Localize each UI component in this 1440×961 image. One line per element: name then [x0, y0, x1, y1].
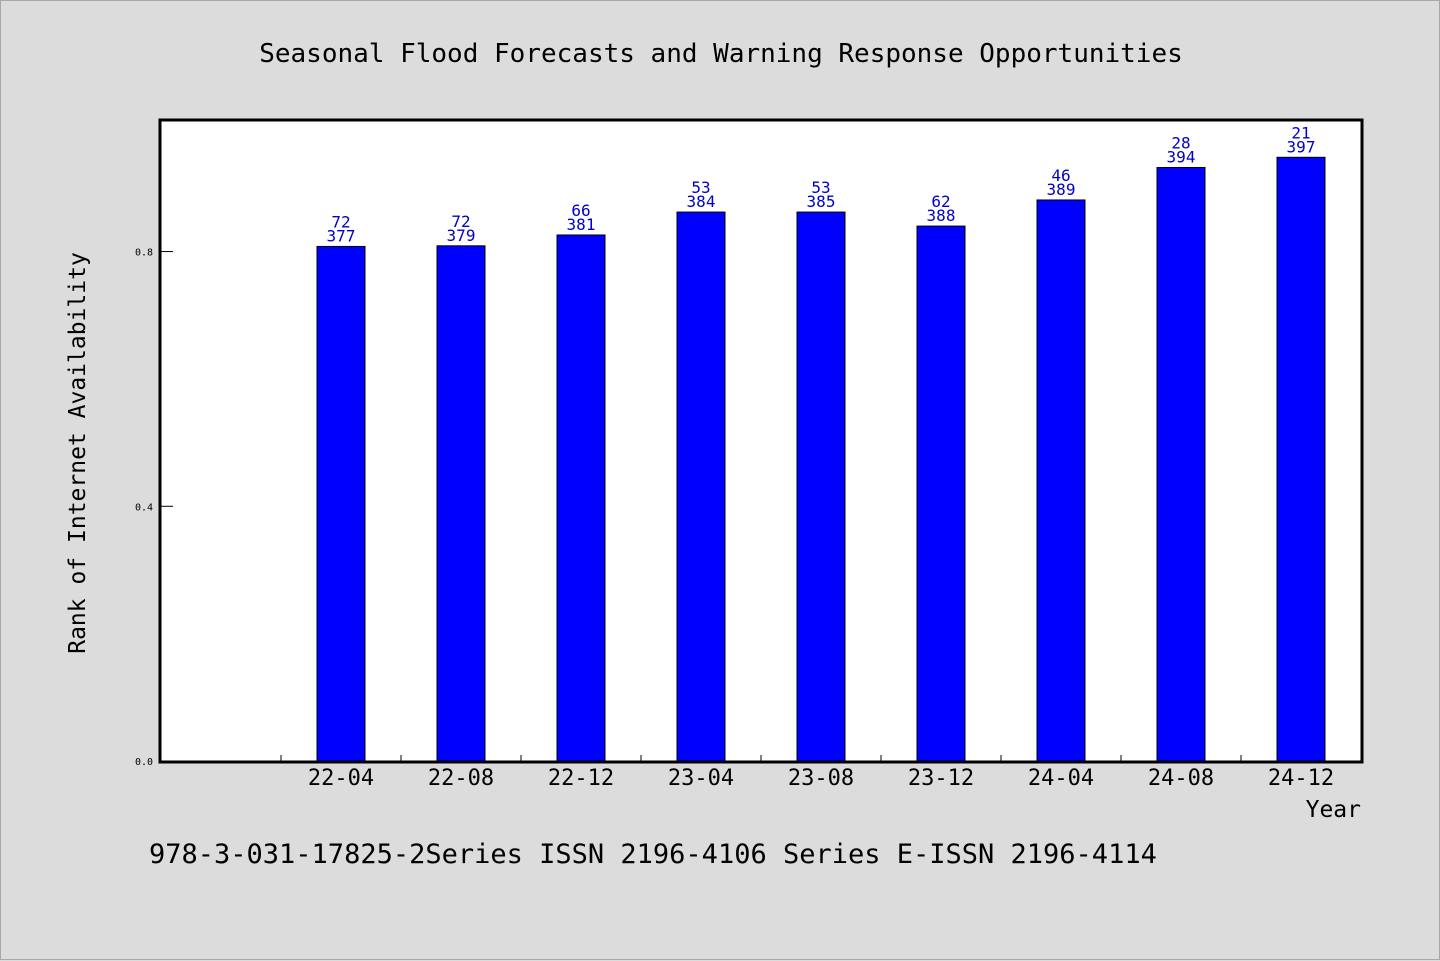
bar-series: [316, 156, 1326, 762]
bar-label-top: 72: [451, 212, 470, 231]
bar-label-top: 46: [1051, 166, 1070, 185]
x-tick-label: 22-12: [548, 766, 614, 791]
y-axis-ticks: 0.0 0.4 0.8: [135, 248, 173, 768]
x-tick-label: 23-12: [908, 766, 974, 791]
footer-text: 978-3-031-17825-2Series ISSN 2196-4106 S…: [149, 839, 1157, 870]
x-tick-label: 24-04: [1028, 766, 1094, 791]
bar-label-bottom: 397: [1287, 137, 1316, 156]
bar-label-bottom: 389: [1047, 180, 1076, 199]
x-tick-label: 22-08: [428, 766, 494, 791]
bar: [916, 225, 966, 762]
bar-label-bottom: 379: [447, 226, 476, 245]
bar-label-top: 72: [331, 212, 350, 231]
bar-label-bottom: 381: [567, 215, 596, 234]
x-tick-label: 23-08: [788, 766, 854, 791]
bar: [316, 245, 366, 762]
bar: [796, 211, 846, 762]
bar-label-bottom: 385: [807, 192, 836, 211]
y-tick-label: 0.0: [135, 757, 153, 768]
y-tick-label: 0.4: [135, 502, 153, 513]
bar: [1156, 166, 1206, 762]
bar-label-top: 53: [811, 178, 830, 197]
bar: [1276, 156, 1326, 762]
bar-label-top: 28: [1171, 133, 1190, 152]
bar: [436, 245, 486, 762]
bar: [556, 234, 606, 762]
bar-label-top: 66: [571, 201, 590, 220]
x-axis-ticks: 22-04 22-08 22-12 23-04 23-08 23-12 24-04 24-08…: [280, 755, 1334, 791]
x-tick-label: 22-04: [308, 766, 374, 791]
bar: [1036, 199, 1086, 762]
bar-label-bottom: 388: [927, 206, 956, 225]
x-axis-label: Year: [1306, 797, 1361, 823]
x-tick-label: 24-08: [1148, 766, 1214, 791]
bar-label-bottom: 384: [687, 192, 716, 211]
bar-label-bottom: 377: [327, 226, 356, 245]
bar-label-top: 21: [1291, 123, 1310, 142]
y-tick-label: 0.8: [135, 248, 153, 259]
bar: [676, 211, 726, 762]
x-tick-label: 23-04: [668, 766, 734, 791]
bar-label-top: 62: [931, 192, 950, 211]
chart-title: Seasonal Flood Forecasts and Warning Res…: [259, 39, 1183, 69]
bar-label-bottom: 394: [1167, 147, 1196, 166]
y-axis-label: Rank of Internet Availability: [65, 252, 91, 654]
bar-label-top: 53: [691, 178, 710, 197]
x-tick-label: 24-12: [1268, 766, 1334, 791]
